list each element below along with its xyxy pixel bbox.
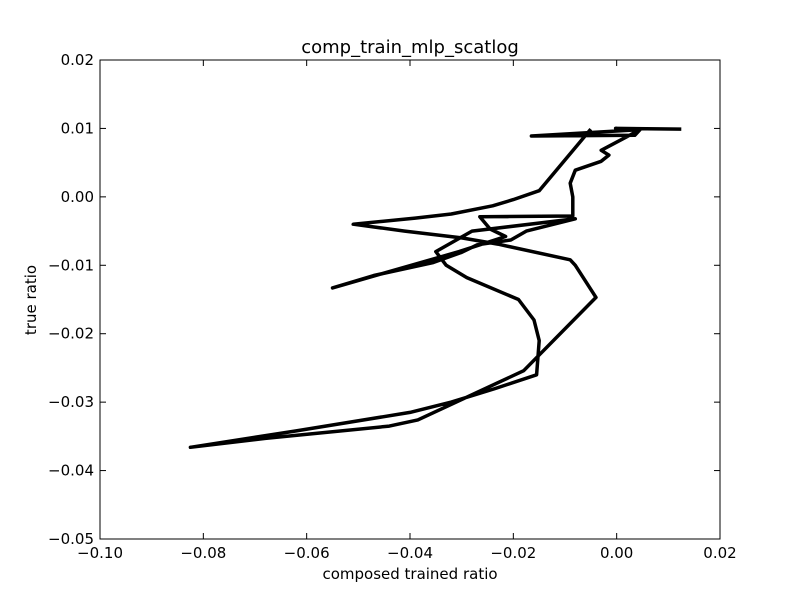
x-tick-label: −0.04: [387, 544, 433, 562]
x-axis: −0.10 −0.08 −0.06 −0.04 −0.02 0.00 0.02: [77, 60, 737, 562]
x-tick-label: 0.02: [703, 544, 736, 562]
y-axis-label: true ratio: [22, 265, 40, 335]
y-tick-label: −0.05: [48, 530, 94, 548]
x-tick-label: −0.06: [284, 544, 330, 562]
plot-frame: [99, 59, 721, 540]
y-axis: −0.05 −0.04 −0.03 −0.02 −0.01 0.00 0.01 0.02: [48, 51, 720, 548]
y-tick-label: 0.00: [61, 188, 94, 206]
x-tick-label: 0.00: [600, 544, 633, 562]
y-tick-label: −0.02: [48, 325, 94, 343]
y-tick-label: 0.02: [61, 51, 94, 69]
x-tick-label: −0.02: [490, 544, 536, 562]
chart-title: comp_train_mlp_scatlog: [301, 37, 519, 58]
x-tick-label: −0.10: [77, 544, 123, 562]
y-tick-label: −0.01: [48, 256, 94, 274]
plot-area: [188, 126, 682, 450]
y-tick-label: −0.03: [48, 393, 94, 411]
series-line: [188, 126, 682, 450]
y-tick-label: −0.04: [48, 462, 94, 480]
x-axis-label: composed trained ratio: [322, 565, 497, 583]
x-tick-label: −0.08: [180, 544, 226, 562]
y-tick-label: 0.01: [61, 119, 94, 137]
